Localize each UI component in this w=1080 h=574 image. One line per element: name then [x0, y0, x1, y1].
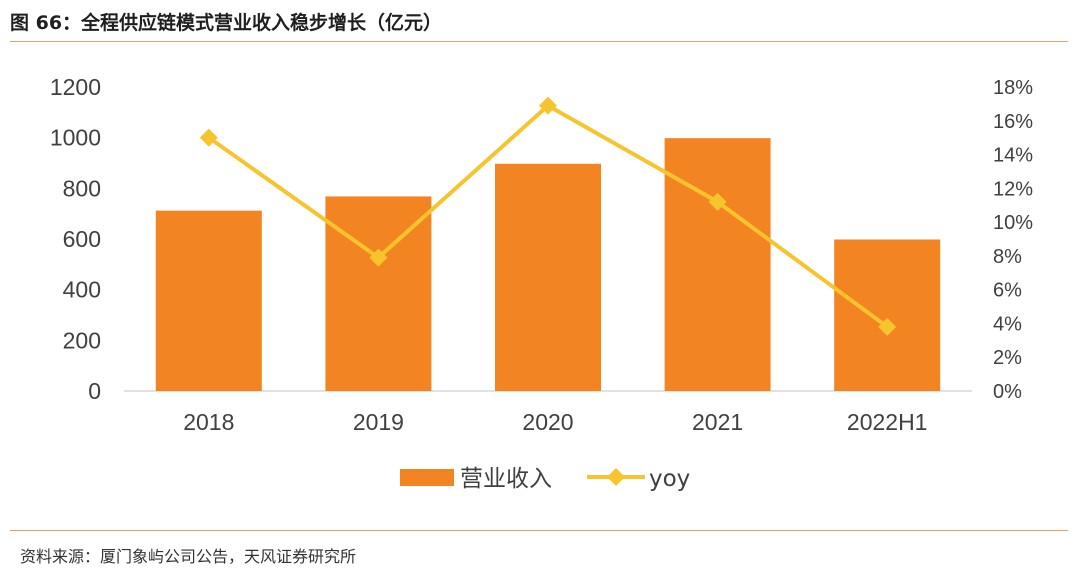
line-series: [199, 96, 897, 336]
yoy-marker: [199, 128, 218, 147]
y-left-tick-label: 800: [63, 175, 101, 201]
source-note: 资料来源：厦门象屿公司公告，天风证券研究所: [20, 547, 357, 566]
legend: 营业收入 yoy: [400, 466, 690, 492]
legend-label-yoy: yoy: [649, 466, 690, 492]
y-right-tick-label: 0%: [993, 381, 1022, 403]
yoy-marker: [539, 96, 557, 115]
y-right-tick-label: 8%: [993, 246, 1022, 268]
chart-title: 图 66：全程供应链模式营业收入稳步增长（亿元）: [10, 12, 443, 34]
y-right-tick-label: 2%: [993, 347, 1022, 369]
y-left-tick-label: 0: [88, 378, 101, 404]
title-divider: [10, 41, 1068, 42]
y-right-tick-label: 10%: [993, 212, 1033, 234]
yoy-marker: [708, 192, 727, 211]
legend-swatch-yoy-marker: [607, 468, 625, 486]
x-tick-label: 2018: [183, 409, 234, 435]
x-tick-label: 2019: [353, 409, 404, 435]
bar: [155, 210, 262, 391]
yoy-marker: [878, 317, 897, 336]
x-tick-label: 2022H1: [847, 409, 928, 435]
y-right-tick-label: 18%: [993, 77, 1033, 99]
legend-label-revenue: 营业收入: [460, 466, 552, 492]
bar: [834, 239, 941, 391]
legend-swatch-revenue: [400, 469, 454, 486]
y-left-tick-label: 400: [63, 277, 101, 303]
yoy-marker: [369, 248, 388, 267]
x-tick-label: 2021: [692, 409, 743, 435]
bar: [664, 138, 771, 391]
source-divider: [10, 530, 1068, 531]
y-left-tick-label: 600: [63, 226, 101, 252]
chart: 0 200 400 600 800 1000 1200 0% 2% 4% 6% 8% 10% 12% 14%…: [50, 74, 1033, 492]
y-left-tick-label: 1200: [50, 74, 101, 100]
bar-series: [155, 138, 941, 391]
bar: [495, 163, 601, 391]
y-left-tick-label: 200: [63, 327, 101, 353]
y-left-tick-label: 1000: [50, 125, 101, 151]
y-right-tick-label: 12%: [993, 178, 1033, 200]
y-right-tick-label: 14%: [993, 145, 1033, 167]
y-right-tick-label: 6%: [993, 280, 1022, 302]
y-right-tick-label: 16%: [993, 111, 1033, 133]
bar: [325, 196, 432, 391]
x-tick-label: 2020: [522, 409, 573, 435]
y-right-tick-label: 4%: [993, 313, 1022, 335]
